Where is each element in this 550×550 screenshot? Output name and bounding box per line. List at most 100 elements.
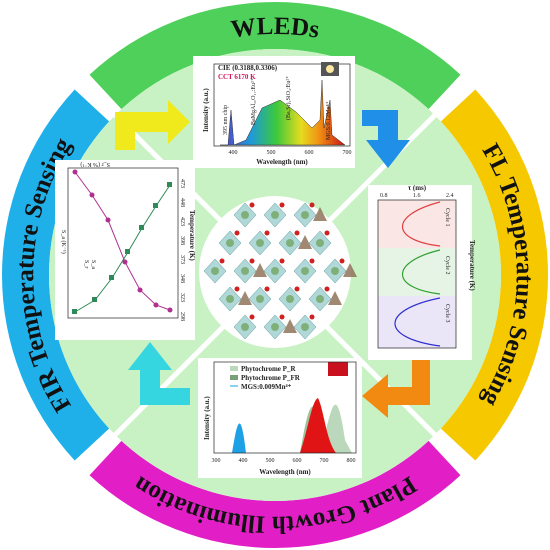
x-tick-label: 0.8: [380, 193, 388, 199]
tetrahedron: [328, 291, 342, 305]
ring-segment: [1, 89, 110, 461]
atom: [324, 286, 330, 292]
atom: [249, 202, 255, 208]
x-tick-label: 600: [305, 150, 314, 156]
curve: [401, 249, 441, 295]
blue-peak: [232, 423, 246, 453]
tetrahedron: [313, 207, 327, 221]
ring-label-top: WLEDs: [229, 13, 321, 44]
atom: [264, 230, 270, 236]
axis-label: S_r (% K⁻¹): [80, 161, 110, 168]
x-tick-label: 800: [347, 458, 356, 464]
ring-label: WLEDs: [229, 13, 321, 44]
atom: [286, 295, 294, 303]
cie-text: CIE (0.3188,0.3306): [218, 64, 278, 72]
crystal-structure: [203, 202, 357, 340]
legend-label: S_a: [90, 260, 96, 269]
atom: [234, 286, 240, 292]
arrow: [115, 100, 190, 150]
axis-label: S_a (K⁻¹): [60, 230, 67, 254]
x-tick-label: 700: [320, 458, 329, 464]
wleds-panel: CIE (0.3188,0.3306) CCT 6170 K Intensity…: [193, 56, 355, 168]
fl-panel: τ (ms) 0.8 1.6 2.4 Temperature (K) Cycle…: [368, 184, 476, 360]
x-label: τ (ms): [408, 184, 427, 192]
arrow: [362, 360, 430, 418]
x-tick-label: 400: [229, 150, 238, 156]
ring-segment: [440, 89, 548, 461]
y-label: Temperature (K): [468, 240, 476, 291]
atom: [279, 314, 285, 320]
x-tick-label: 398: [179, 236, 185, 245]
atom: [301, 323, 309, 331]
atom: [241, 323, 249, 331]
atom: [226, 295, 234, 303]
atom: [294, 286, 300, 292]
x-tick-label: 348: [179, 274, 185, 283]
x-label: Wavelength (nm): [259, 468, 311, 476]
legend-swatch: [230, 366, 238, 371]
axes: [213, 63, 351, 147]
atom: [241, 211, 249, 219]
arrow: [362, 110, 410, 168]
x-tick-label: 423: [179, 217, 185, 226]
x-tick-label: 600: [293, 458, 302, 464]
ring-segment: [89, 440, 461, 548]
y-label: Intensity (a.u.): [202, 88, 210, 132]
atom: [309, 202, 315, 208]
atom: [256, 239, 264, 247]
axes: [377, 199, 457, 349]
atom: [294, 230, 300, 236]
atom: [234, 230, 240, 236]
cycle-label: Cycle 1: [444, 208, 450, 227]
cycle-label: Cycle 2: [444, 256, 450, 275]
atom: [219, 258, 225, 264]
x-tick-label: 1.6: [413, 193, 421, 199]
atom: [339, 258, 345, 264]
atom: [249, 314, 255, 320]
legend-label: Phytochrome P_R: [241, 365, 296, 373]
arrow: [128, 342, 190, 405]
legend-label: MGS:0.009Mn⁴⁺: [241, 383, 292, 391]
x-tick-label: 323: [179, 293, 185, 302]
cct-text: CCT 6170 K: [218, 73, 256, 81]
x-tick-label: 500: [266, 458, 275, 464]
red-peak: [300, 398, 336, 453]
tetrahedron: [343, 263, 357, 277]
x-tick-label: 300: [212, 458, 221, 464]
tetrahedron: [283, 319, 297, 333]
plant-panel: Phytochrome P_R Phytochrome P_FR MGS:0.0…: [198, 358, 362, 478]
atom: [316, 239, 324, 247]
tetrahedron: [298, 235, 312, 249]
peak-label: 395 nm chip: [223, 105, 229, 135]
atom: [301, 211, 309, 219]
x-tick-label: 2.4: [446, 193, 454, 199]
tetrahedron: [238, 291, 252, 305]
atom: [301, 267, 309, 275]
peak-label: MGS:0.12Mn⁴⁺: [325, 101, 332, 140]
x-label: Temperature (K): [188, 210, 196, 261]
peak-label: (Ba,Sr)₂SiO₄:Eu²⁺: [285, 76, 292, 120]
atom: [309, 258, 315, 264]
atom: [279, 202, 285, 208]
spectrum: [220, 79, 346, 146]
axes: [67, 167, 179, 319]
atom: [331, 267, 339, 275]
band: [378, 200, 456, 248]
atom: [286, 239, 294, 247]
atom: [226, 239, 234, 247]
x-tick-label: 700: [343, 150, 352, 156]
band: [378, 248, 456, 296]
y-label: Intensity (a.u.): [203, 396, 211, 440]
atom: [271, 267, 279, 275]
legend-label: S_r: [83, 260, 89, 268]
curve: [401, 201, 441, 247]
atom: [316, 295, 324, 303]
atom: [264, 286, 270, 292]
peak-label: BaMgAl₁₀O₁₇:Eu²⁺: [250, 78, 257, 125]
atom: [271, 323, 279, 331]
axes: [213, 361, 357, 454]
atom: [271, 211, 279, 219]
cycle-label: Cycle 3: [444, 304, 450, 323]
